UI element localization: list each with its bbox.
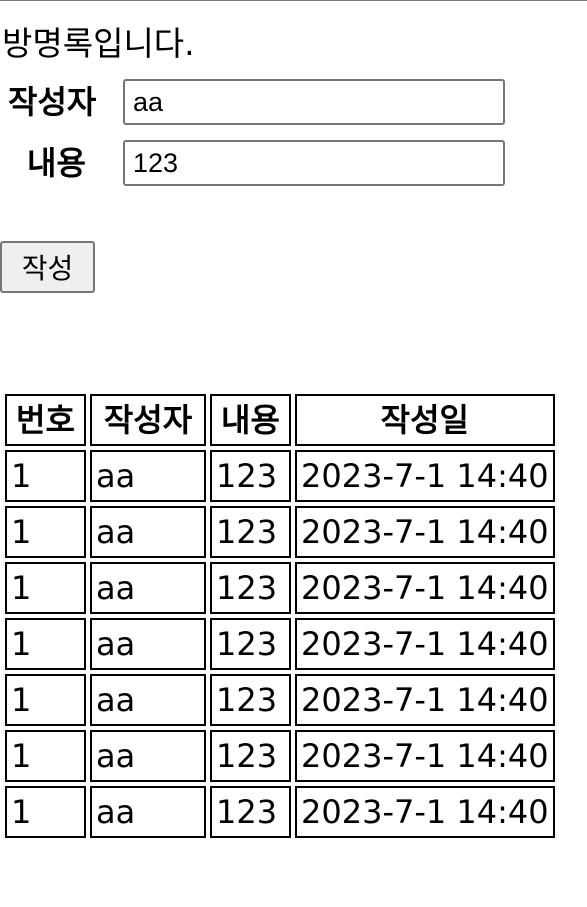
- cell-date: 2023-7-1 14:40: [295, 674, 555, 726]
- cell-content: 123: [210, 786, 291, 838]
- cell-content: 123: [210, 562, 291, 614]
- guestbook-table: 번호 작성자 내용 작성일 1 aa 123 2023-7-1 14:40 1 …: [1, 390, 559, 842]
- header-date: 작성일: [295, 394, 555, 446]
- cell-date: 2023-7-1 14:40: [295, 450, 555, 502]
- submit-button[interactable]: 작성: [0, 241, 95, 293]
- cell-content: 123: [210, 674, 291, 726]
- cell-date: 2023-7-1 14:40: [295, 786, 555, 838]
- cell-number: 1: [5, 786, 86, 838]
- writer-label: 작성자: [8, 83, 97, 121]
- cell-content: 123: [210, 506, 291, 558]
- cell-number: 1: [5, 730, 86, 782]
- cell-content: 123: [210, 730, 291, 782]
- cell-writer: aa: [90, 450, 206, 502]
- table-row: 1 aa 123 2023-7-1 14:40: [5, 562, 555, 614]
- header-writer: 작성자: [90, 394, 206, 446]
- content-input[interactable]: [123, 140, 505, 186]
- writer-input[interactable]: [123, 79, 505, 125]
- table-row: 1 aa 123 2023-7-1 14:40: [5, 674, 555, 726]
- table-row: 1 aa 123 2023-7-1 14:40: [5, 506, 555, 558]
- cell-number: 1: [5, 562, 86, 614]
- cell-writer: aa: [90, 562, 206, 614]
- table-header-row: 번호 작성자 내용 작성일: [5, 394, 555, 446]
- cell-date: 2023-7-1 14:40: [295, 562, 555, 614]
- cell-number: 1: [5, 450, 86, 502]
- cell-writer: aa: [90, 730, 206, 782]
- page-title: 방명록입니다.: [2, 24, 195, 63]
- cell-date: 2023-7-1 14:40: [295, 506, 555, 558]
- cell-date: 2023-7-1 14:40: [295, 730, 555, 782]
- cell-number: 1: [5, 618, 86, 670]
- cell-number: 1: [5, 674, 86, 726]
- cell-number: 1: [5, 506, 86, 558]
- header-number: 번호: [5, 394, 86, 446]
- cell-writer: aa: [90, 674, 206, 726]
- table-row: 1 aa 123 2023-7-1 14:40: [5, 618, 555, 670]
- cell-content: 123: [210, 618, 291, 670]
- cell-date: 2023-7-1 14:40: [295, 618, 555, 670]
- cell-writer: aa: [90, 786, 206, 838]
- table-row: 1 aa 123 2023-7-1 14:40: [5, 786, 555, 838]
- cell-writer: aa: [90, 618, 206, 670]
- cell-content: 123: [210, 450, 291, 502]
- top-divider: [0, 0, 587, 1]
- header-content: 내용: [210, 394, 291, 446]
- content-label: 내용: [27, 144, 86, 182]
- table-row: 1 aa 123 2023-7-1 14:40: [5, 450, 555, 502]
- table-row: 1 aa 123 2023-7-1 14:40: [5, 730, 555, 782]
- cell-writer: aa: [90, 506, 206, 558]
